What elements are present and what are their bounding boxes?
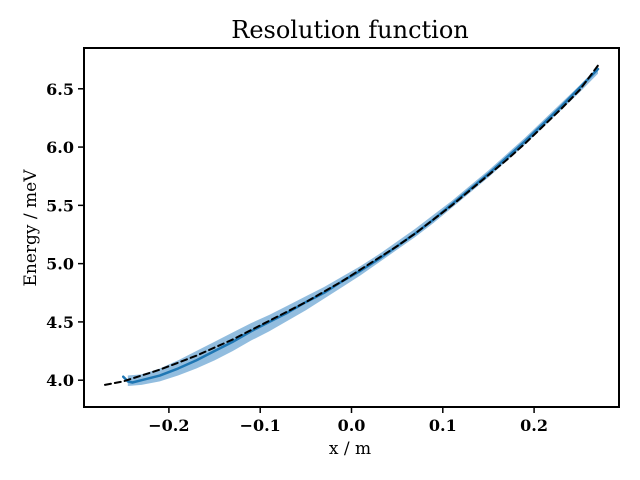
x-tick-label: −0.1 xyxy=(240,416,281,435)
series-line-1 xyxy=(122,67,600,384)
plot-area xyxy=(104,64,600,387)
plot-frame xyxy=(83,47,620,408)
y-axis-label: Energy / meV xyxy=(21,169,41,287)
chart-title: Resolution function xyxy=(231,16,469,44)
x-tick-label: −0.2 xyxy=(148,416,189,435)
x-tick-label: 0.1 xyxy=(429,416,457,435)
series-band-0 xyxy=(127,66,598,387)
y-tick-label: 5.5 xyxy=(46,196,74,215)
y-tick-label: 6.0 xyxy=(46,138,74,157)
x-tick-label: 0.2 xyxy=(520,416,548,435)
y-tick-label: 4.5 xyxy=(46,313,74,332)
series-dashed-2 xyxy=(104,64,599,386)
x-tick-label: 0.0 xyxy=(338,416,366,435)
x-axis-label: x / m xyxy=(329,439,371,459)
y-tick-label: 6.5 xyxy=(46,80,74,99)
y-tick-label: 4.0 xyxy=(46,371,74,390)
y-tick-label: 5.0 xyxy=(46,255,74,274)
